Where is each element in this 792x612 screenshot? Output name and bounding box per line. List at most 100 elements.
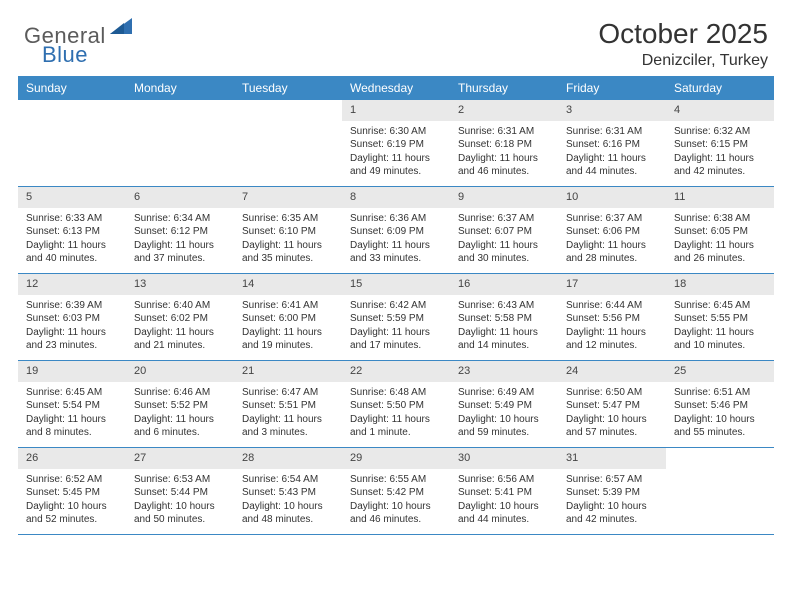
day-cell: 25Sunrise: 6:51 AMSunset: 5:46 PMDayligh… (666, 361, 774, 447)
sunrise-line: Sunrise: 6:42 AM (350, 299, 442, 313)
sunset-line: Sunset: 5:55 PM (674, 312, 766, 326)
day-cell: 20Sunrise: 6:46 AMSunset: 5:52 PMDayligh… (126, 361, 234, 447)
sunrise-line: Sunrise: 6:37 AM (566, 212, 658, 226)
day-cell: 7Sunrise: 6:35 AMSunset: 6:10 PMDaylight… (234, 187, 342, 273)
day-info: Sunrise: 6:34 AMSunset: 6:12 PMDaylight:… (126, 208, 234, 272)
daylight-line: Daylight: 11 hours and 23 minutes. (26, 326, 118, 353)
day-cell: 2Sunrise: 6:31 AMSunset: 6:18 PMDaylight… (450, 100, 558, 186)
sunrise-line: Sunrise: 6:39 AM (26, 299, 118, 313)
daylight-line: Daylight: 11 hours and 37 minutes. (134, 239, 226, 266)
sunset-line: Sunset: 5:44 PM (134, 486, 226, 500)
day-cell: 23Sunrise: 6:49 AMSunset: 5:49 PMDayligh… (450, 361, 558, 447)
empty-cell (126, 100, 234, 186)
day-info: Sunrise: 6:42 AMSunset: 5:59 PMDaylight:… (342, 295, 450, 359)
sunset-line: Sunset: 5:45 PM (26, 486, 118, 500)
day-info: Sunrise: 6:54 AMSunset: 5:43 PMDaylight:… (234, 469, 342, 533)
daylight-line: Daylight: 10 hours and 44 minutes. (458, 500, 550, 527)
weeks-container: 1Sunrise: 6:30 AMSunset: 6:19 PMDaylight… (18, 100, 774, 535)
daylight-line: Daylight: 10 hours and 52 minutes. (26, 500, 118, 527)
location-label: Denizciler, Turkey (598, 52, 768, 70)
sunrise-line: Sunrise: 6:52 AM (26, 473, 118, 487)
title-block: October 2025 Denizciler, Turkey (598, 18, 768, 70)
day-cell: 28Sunrise: 6:54 AMSunset: 5:43 PMDayligh… (234, 448, 342, 534)
day-number: 26 (18, 448, 126, 469)
daylight-line: Daylight: 11 hours and 35 minutes. (242, 239, 334, 266)
daylight-line: Daylight: 10 hours and 42 minutes. (566, 500, 658, 527)
sunset-line: Sunset: 5:41 PM (458, 486, 550, 500)
daylight-line: Daylight: 11 hours and 49 minutes. (350, 152, 442, 179)
day-cell: 11Sunrise: 6:38 AMSunset: 6:05 PMDayligh… (666, 187, 774, 273)
day-number: 21 (234, 361, 342, 382)
day-number: 25 (666, 361, 774, 382)
day-number: 8 (342, 187, 450, 208)
daylight-line: Daylight: 11 hours and 19 minutes. (242, 326, 334, 353)
daylight-line: Daylight: 11 hours and 40 minutes. (26, 239, 118, 266)
sunrise-line: Sunrise: 6:53 AM (134, 473, 226, 487)
sunset-line: Sunset: 5:47 PM (566, 399, 658, 413)
sunset-line: Sunset: 5:54 PM (26, 399, 118, 413)
day-number: 4 (666, 100, 774, 121)
day-info: Sunrise: 6:33 AMSunset: 6:13 PMDaylight:… (18, 208, 126, 272)
day-info: Sunrise: 6:50 AMSunset: 5:47 PMDaylight:… (558, 382, 666, 446)
sunrise-line: Sunrise: 6:46 AM (134, 386, 226, 400)
day-cell: 3Sunrise: 6:31 AMSunset: 6:16 PMDaylight… (558, 100, 666, 186)
day-number: 9 (450, 187, 558, 208)
day-number: 30 (450, 448, 558, 469)
daylight-line: Daylight: 10 hours and 50 minutes. (134, 500, 226, 527)
daylight-line: Daylight: 11 hours and 10 minutes. (674, 326, 766, 353)
day-number: 29 (342, 448, 450, 469)
day-number: 2 (450, 100, 558, 121)
day-cell: 29Sunrise: 6:55 AMSunset: 5:42 PMDayligh… (342, 448, 450, 534)
day-cell: 18Sunrise: 6:45 AMSunset: 5:55 PMDayligh… (666, 274, 774, 360)
sunrise-line: Sunrise: 6:48 AM (350, 386, 442, 400)
month-title: October 2025 (598, 18, 768, 50)
day-number: 12 (18, 274, 126, 295)
day-cell: 26Sunrise: 6:52 AMSunset: 5:45 PMDayligh… (18, 448, 126, 534)
empty-cell (18, 100, 126, 186)
day-cell: 4Sunrise: 6:32 AMSunset: 6:15 PMDaylight… (666, 100, 774, 186)
day-cell: 14 Sunrise: 6:41 AMSunset: 6:00 PMDayligh… (234, 274, 342, 360)
week-row: 12Sunrise: 6:39 AMSunset: 6:03 PMDayligh… (18, 274, 774, 361)
sunrise-line: Sunrise: 6:33 AM (26, 212, 118, 226)
daylight-line: Daylight: 11 hours and 1 minute. (350, 413, 442, 440)
day-number: 14 (234, 274, 342, 295)
sunrise-line: Sunrise: 6:45 AM (26, 386, 118, 400)
day-number: 28 (234, 448, 342, 469)
day-info: Sunrise: 6:39 AMSunset: 6:03 PMDaylight:… (18, 295, 126, 359)
day-info: Sunrise: 6:46 AMSunset: 5:52 PMDaylight:… (126, 382, 234, 446)
day-info: Sunrise: 6:30 AMSunset: 6:19 PMDaylight:… (342, 121, 450, 185)
empty-cell (234, 100, 342, 186)
sunset-line: Sunset: 6:16 PM (566, 138, 658, 152)
day-info: Sunrise: 6:45 AMSunset: 5:54 PMDaylight:… (18, 382, 126, 446)
daylight-line: Daylight: 11 hours and 17 minutes. (350, 326, 442, 353)
day-number: 3 (558, 100, 666, 121)
sunrise-line: Sunrise: 6:44 AM (566, 299, 658, 313)
day-info: Sunrise: 6:35 AMSunset: 6:10 PMDaylight:… (234, 208, 342, 272)
daylight-line: Daylight: 11 hours and 12 minutes. (566, 326, 658, 353)
sunset-line: Sunset: 6:10 PM (242, 225, 334, 239)
day-info: Sunrise: 6:31 AMSunset: 6:16 PMDaylight:… (558, 121, 666, 185)
sunset-line: Sunset: 5:50 PM (350, 399, 442, 413)
day-cell: 12Sunrise: 6:39 AMSunset: 6:03 PMDayligh… (18, 274, 126, 360)
sunset-line: Sunset: 6:00 PM (242, 312, 334, 326)
day-cell: 21Sunrise: 6:47 AMSunset: 5:51 PMDayligh… (234, 361, 342, 447)
day-number: 1 (342, 100, 450, 121)
sunset-line: Sunset: 5:59 PM (350, 312, 442, 326)
sunrise-line: Sunrise: 6:41 AM (242, 299, 334, 313)
week-row: 19Sunrise: 6:45 AMSunset: 5:54 PMDayligh… (18, 361, 774, 448)
day-number: 11 (666, 187, 774, 208)
day-number: 24 (558, 361, 666, 382)
brand-triangle-icon (110, 18, 132, 39)
day-number: 15 (342, 274, 450, 295)
sunset-line: Sunset: 6:07 PM (458, 225, 550, 239)
day-info: Sunrise: 6:52 AMSunset: 5:45 PMDaylight:… (18, 469, 126, 533)
daylight-line: Daylight: 11 hours and 46 minutes. (458, 152, 550, 179)
sunrise-line: Sunrise: 6:47 AM (242, 386, 334, 400)
sunset-line: Sunset: 5:56 PM (566, 312, 658, 326)
day-cell: 27Sunrise: 6:53 AMSunset: 5:44 PMDayligh… (126, 448, 234, 534)
weekday-header: Tuesday (234, 76, 342, 100)
daylight-line: Daylight: 11 hours and 6 minutes. (134, 413, 226, 440)
daylight-line: Daylight: 10 hours and 57 minutes. (566, 413, 658, 440)
sunset-line: Sunset: 5:42 PM (350, 486, 442, 500)
sunrise-line: Sunrise: 6:45 AM (674, 299, 766, 313)
